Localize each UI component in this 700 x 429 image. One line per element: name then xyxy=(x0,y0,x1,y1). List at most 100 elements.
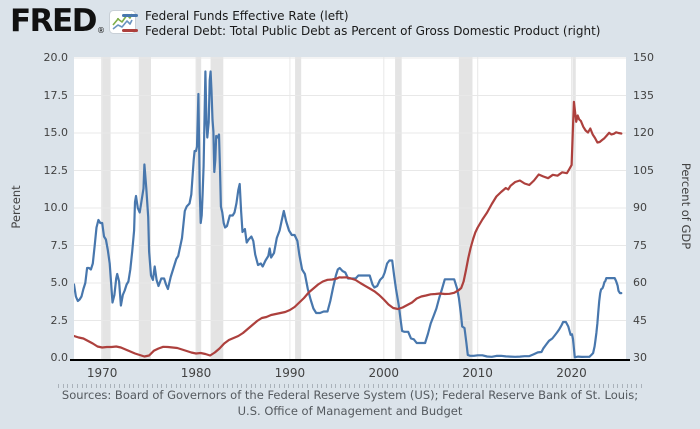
ruler-tick xyxy=(560,384,562,388)
left-axis-tick-label: 15.0 xyxy=(43,126,69,139)
ruler-tick xyxy=(344,384,346,388)
x-axis-tick-label: 2020 xyxy=(556,366,587,380)
left-axis-title: Percent xyxy=(9,185,23,229)
ruler-tick xyxy=(142,384,144,388)
fred-logo: FRED ® xyxy=(10,4,136,38)
ruler-tick xyxy=(288,384,290,388)
ruler-tick xyxy=(170,384,172,388)
left-axis-tick-label: 12.5 xyxy=(43,163,69,177)
ruler-tick xyxy=(184,384,186,388)
x-axis-tick-label: 1970 xyxy=(86,366,118,380)
ruler-tick xyxy=(584,384,586,388)
ruler-tick xyxy=(114,384,116,388)
ruler-tick xyxy=(100,384,102,388)
ruler-tick xyxy=(293,384,294,388)
ruler-tick xyxy=(335,384,337,388)
ruler-tick xyxy=(570,384,572,388)
ruler-tick xyxy=(109,384,111,388)
ruler-tick xyxy=(189,384,191,388)
ruler-tick xyxy=(340,384,341,388)
ruler-tick xyxy=(316,384,318,388)
plot-area[interactable] xyxy=(74,57,626,360)
ruler-tick xyxy=(203,384,205,388)
ruler-tick xyxy=(598,384,600,388)
ruler-tick xyxy=(72,384,74,388)
ruler-tick xyxy=(612,384,614,388)
ruler-tick xyxy=(528,384,529,388)
left-axis-tick-label: 0.0 xyxy=(50,351,69,364)
ruler-tick xyxy=(175,384,177,388)
ruler-tick xyxy=(504,384,506,388)
ruler-tick xyxy=(466,384,468,388)
right-axis-tick-label: 30 xyxy=(633,351,647,364)
ruler-tick xyxy=(137,384,139,388)
ruler-tick xyxy=(372,384,374,388)
ruler-tick xyxy=(264,384,266,388)
ruler-tick xyxy=(617,384,619,388)
right-axis-title: Percent of GDP xyxy=(679,162,693,250)
ruler-tick xyxy=(250,384,252,388)
ruler-tick xyxy=(86,384,88,388)
x-axis-tick-label: 2010 xyxy=(462,366,493,380)
ruler-tick xyxy=(119,384,121,388)
ruler-tick xyxy=(457,384,459,388)
ruler-tick xyxy=(626,384,628,388)
fred-logo-text: FRED xyxy=(10,3,97,39)
ruler-tick xyxy=(325,384,327,388)
ruler-tick xyxy=(321,384,323,388)
ruler-tick xyxy=(415,384,417,388)
ruler-tick xyxy=(622,384,623,388)
left-axis-tick-label: 5.0 xyxy=(50,276,69,289)
ruler-tick xyxy=(274,384,276,388)
ruler-tick xyxy=(495,384,497,388)
ruler-tick xyxy=(485,384,487,388)
ruler-tick xyxy=(429,384,431,388)
right-axis-tick-label: 105 xyxy=(633,163,654,177)
sources-line-2: U.S. Office of Management and Budget xyxy=(237,403,463,418)
right-axis-tick-label: 45 xyxy=(633,313,647,327)
ruler-tick xyxy=(368,384,370,388)
ruler-tick xyxy=(283,384,285,388)
right-axis-tick-label: 75 xyxy=(633,238,647,252)
right-axis-tick-label: 90 xyxy=(633,201,647,214)
legend-label: Federal Funds Effective Rate (left) xyxy=(145,8,349,23)
ruler-tick xyxy=(551,384,553,388)
left-axis-tick-label: 2.5 xyxy=(50,313,69,327)
ruler-tick xyxy=(246,384,247,388)
ruler-tick xyxy=(556,384,558,388)
ruler-tick xyxy=(358,384,360,388)
ruler-tick xyxy=(387,384,388,388)
fed-funds-line-swatch xyxy=(122,14,138,17)
left-axis-tick-label: 7.5 xyxy=(50,238,69,252)
ruler-tick xyxy=(269,384,271,388)
ruler-tick xyxy=(307,384,309,388)
ruler-tick xyxy=(147,384,149,388)
right-axis-tick-label: 150 xyxy=(633,51,654,64)
ruler-tick xyxy=(603,384,605,388)
left-axis-tick-label: 20.0 xyxy=(43,51,69,64)
ruler-tick xyxy=(128,384,130,388)
ruler-tick xyxy=(518,384,520,388)
chart-legend: Federal Funds Effective Rate (left) Fede… xyxy=(122,8,600,38)
ruler-tick xyxy=(419,384,421,388)
legend-item-fed-funds: Federal Funds Effective Rate (left) xyxy=(122,8,600,23)
ruler-tick xyxy=(222,384,224,388)
ruler-tick xyxy=(434,384,435,388)
ruler-tick xyxy=(260,384,262,388)
ruler-tick xyxy=(537,384,539,388)
ruler-tick xyxy=(227,384,229,388)
ruler-tick xyxy=(377,384,379,388)
ruler-tick xyxy=(255,384,257,388)
ruler-tick xyxy=(452,384,454,388)
ruler-tick xyxy=(213,384,215,388)
ruler-tick xyxy=(513,384,515,388)
ruler-tick xyxy=(509,384,511,388)
ruler-tick xyxy=(58,384,59,388)
ruler-tick xyxy=(405,384,407,388)
x-axis-tick-label: 1990 xyxy=(274,366,306,380)
ruler-tick xyxy=(589,384,591,388)
legend-label: Federal Debt: Total Public Debt as Perce… xyxy=(145,23,601,38)
year-tick-ruler xyxy=(58,384,646,388)
ruler-tick xyxy=(330,384,332,388)
